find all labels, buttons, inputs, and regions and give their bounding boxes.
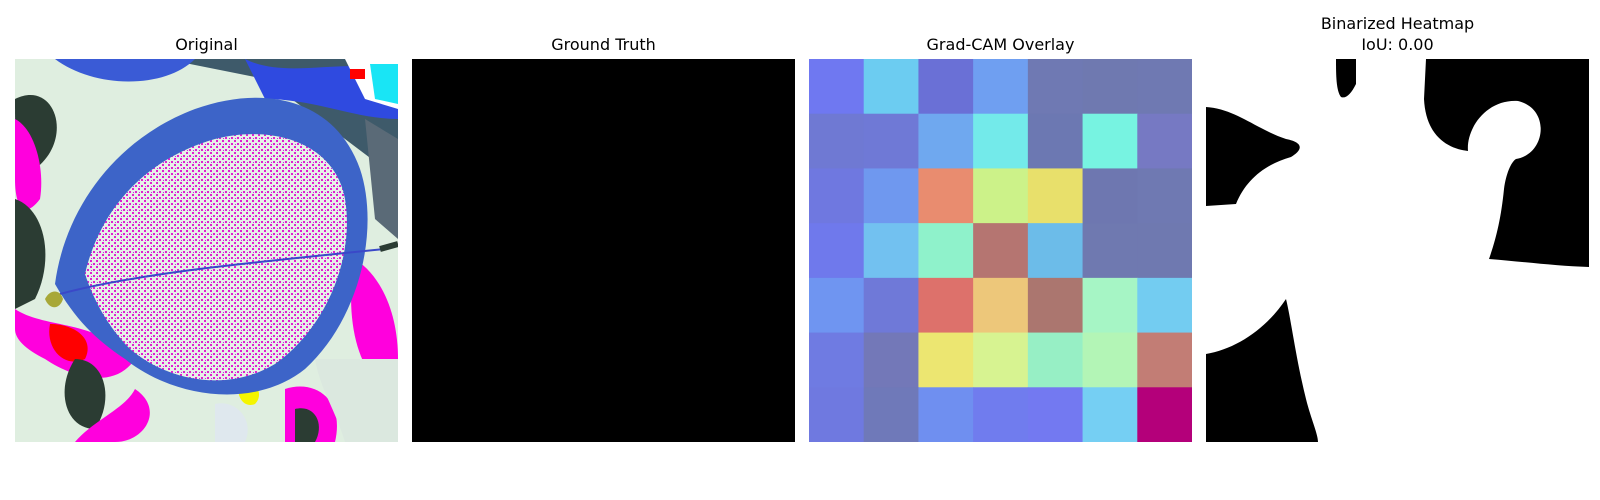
heatmap-cell [809,332,865,388]
heatmap-cell [918,223,974,279]
ground-truth-mask [412,59,795,442]
binarized-heatmap [1206,59,1589,442]
heatmap-cell [1027,387,1084,442]
heatmap-cell [809,223,865,279]
heatmap-cell [863,59,919,115]
heatmap-cell [973,387,1029,442]
heatmap-cell [973,223,1029,279]
heatmap-cell [1082,277,1138,334]
heatmap-cell [918,277,974,334]
heatmap-cell [973,59,1029,115]
heatmap-cell [973,168,1029,224]
heatmap-cell [1137,277,1192,334]
heatmap-cell [1027,168,1084,224]
heatmap-cell [1082,387,1138,442]
heatmap-cell [809,277,865,334]
heatmap-cell [918,387,974,442]
heatmap-cell [1082,59,1138,115]
heatmap-cell [863,223,919,279]
binarized-title-text: Binarized Heatmap [1320,14,1475,33]
heatmap-cell [1027,223,1084,279]
heatmap-cell [863,277,919,334]
gradcam-title: Grad-CAM Overlay [926,35,1075,54]
heatmap-cell [918,59,974,115]
iou-score: IoU: 0.00 [1361,35,1434,54]
heatmap-cell [809,113,865,169]
heatmap-cell [863,387,919,442]
heatmap-cell [1137,387,1192,442]
heatmap-cell [1082,168,1138,224]
heatmap-cell [1137,223,1192,279]
heatmap-cell [918,168,974,224]
heatmap-cell [809,59,865,115]
ground-truth-title: Ground Truth [551,35,656,54]
binarized-title: Binarized Heatmap IoU: 0.00 [1206,13,1589,55]
heatmap-cell [809,387,865,442]
heatmap-cell [973,277,1029,334]
heatmap-cell [1082,113,1138,169]
gradcam-heatmap [809,59,1192,442]
heatmap-cell [863,168,919,224]
heatmap-cell [1027,113,1084,169]
original-title: Original [175,35,238,54]
heatmap-cell [918,332,974,388]
heatmap-cell [1137,113,1192,169]
heatmap-cell [1027,277,1084,334]
heatmap-cell [1027,332,1084,388]
heatmap-cell [1027,59,1084,115]
heatmap-cell [809,168,865,224]
heatmap-cell [1137,59,1192,115]
heatmap-cell [863,113,919,169]
heatmap-cell [973,332,1029,388]
heatmap-cell [1137,168,1192,224]
heatmap-cell [918,113,974,169]
heatmap-cell [1082,223,1138,279]
heatmap-cell [863,332,919,388]
heatmap-cell [973,113,1029,169]
original-image [15,59,398,442]
heatmap-cell [1082,332,1138,388]
heatmap-cell [1137,332,1192,388]
